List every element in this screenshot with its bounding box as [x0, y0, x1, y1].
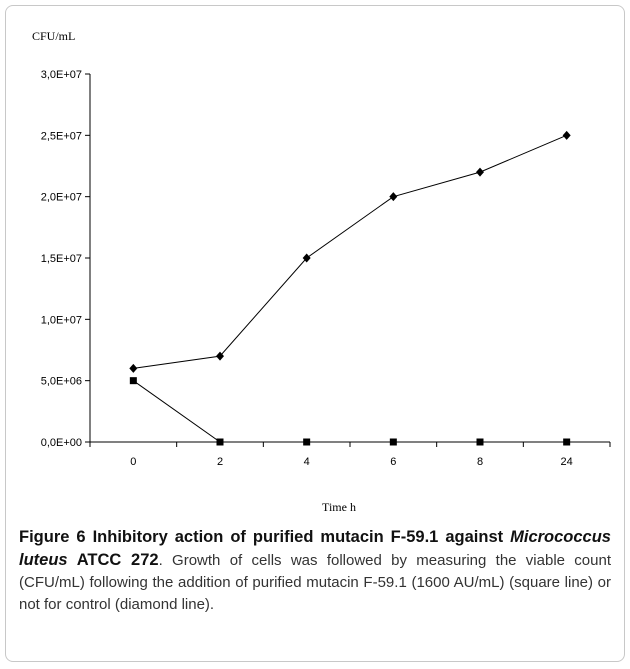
y-tick-label: 5,0E+06 — [41, 376, 82, 388]
diamond-marker — [389, 192, 398, 202]
y-tick-label: 3,0E+07 — [41, 69, 82, 81]
square-marker — [216, 438, 224, 446]
diamond-marker — [129, 363, 138, 373]
figure-frame — [5, 5, 625, 662]
y-tick-label: 0,0E+00 — [41, 437, 82, 449]
caption-title: Figure 6 Inhibitory action of purified m… — [19, 528, 611, 569]
y-ticks: 3,0E+07 2,5E+07 2,0E+07 1,5E+07 1,0E+07 5,0E+… — [41, 69, 90, 449]
x-tick-label: 2 — [217, 456, 223, 468]
diamond-marker — [216, 351, 224, 361]
y-tick-label: 2,0E+07 — [41, 192, 82, 204]
square-marker — [129, 377, 137, 385]
series-line-square — [133, 380, 567, 443]
diamond-marker — [302, 253, 311, 263]
x-tick-label: 8 — [477, 456, 483, 468]
diamond-marker — [476, 167, 484, 177]
series-line-diamond — [133, 134, 567, 369]
caption-body: . Growth of cells was followed by measur… — [19, 552, 612, 613]
series-group — [129, 130, 571, 446]
x-tick-label: 24 — [561, 456, 573, 468]
y-tick-label: 1,0E+07 — [41, 314, 82, 326]
figure-caption: Figure 6 Inhibitory action of purified m… — [19, 526, 611, 616]
x-tick-label: 0 — [130, 456, 136, 468]
y-tick-label: 1,5E+07 — [41, 253, 82, 265]
square-marker — [563, 438, 571, 446]
x-tick-label: 6 — [390, 456, 396, 468]
line-chart: CFU/mL Time h 3,0E+07 2,5E+07 2,0E+07 1,5E+… — [32, 29, 611, 514]
y-tick-label: 2,5E+07 — [41, 130, 82, 142]
square-marker — [389, 438, 397, 446]
square-marker — [303, 438, 311, 446]
x-tick-label: 4 — [304, 456, 310, 468]
y-axis-label: CFU/mL — [32, 29, 75, 43]
x-ticks: 0 2 4 6 8 24 — [89, 442, 611, 468]
diamond-marker — [562, 130, 571, 140]
square-marker — [476, 438, 484, 446]
x-axis-label: Time h — [322, 500, 356, 514]
